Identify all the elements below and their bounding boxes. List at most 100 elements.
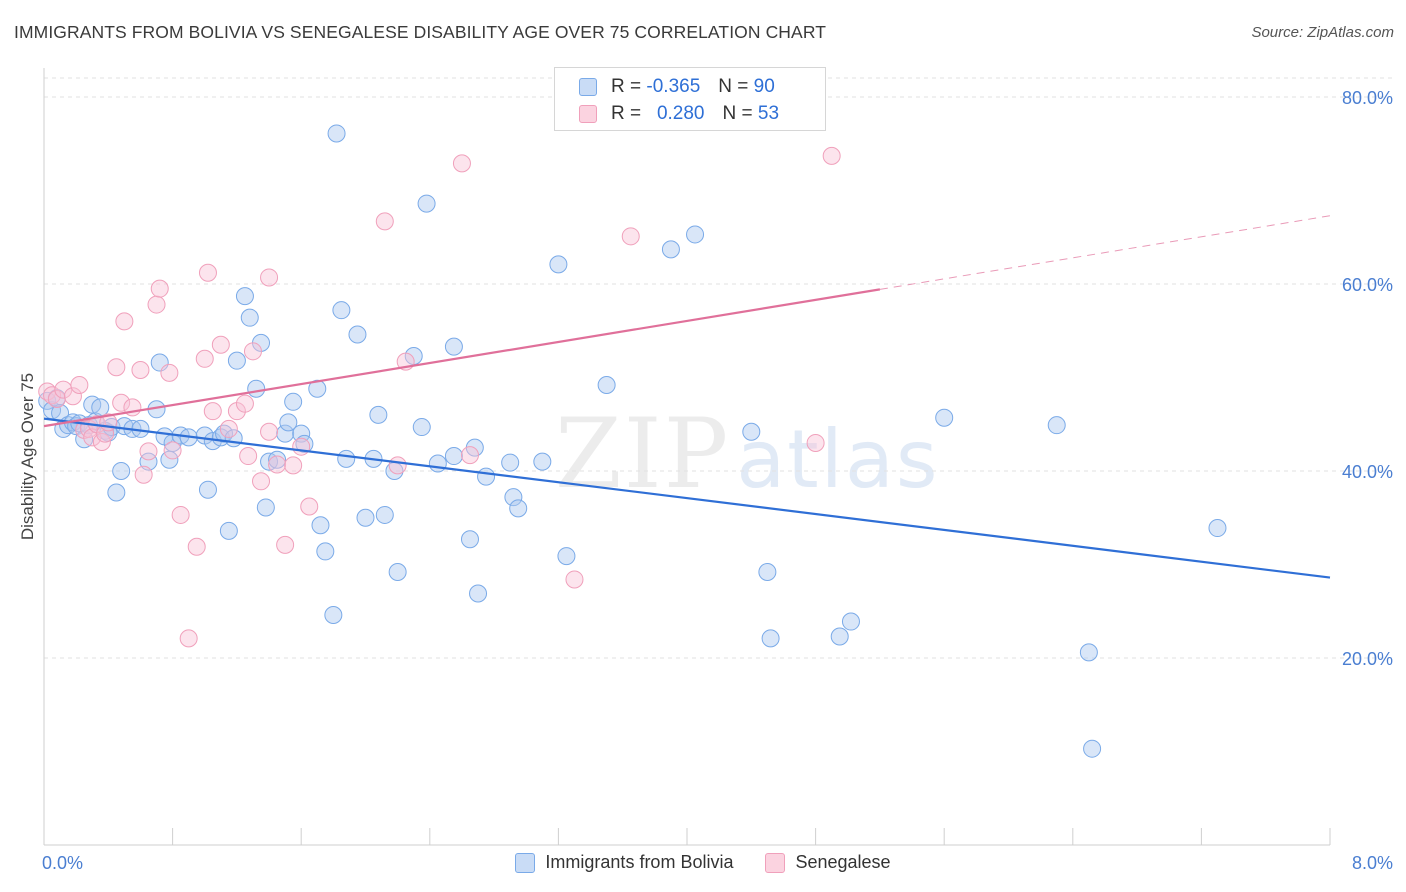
- legend-r-label: R =: [611, 103, 642, 124]
- correlation-legend: R = -0.365 N = 90 R = 0.280 N = 53: [554, 67, 826, 131]
- point-bolivia: [324, 605, 343, 624]
- point-senegalese: [134, 465, 153, 484]
- point-bolivia: [279, 413, 298, 432]
- point-senegalese: [63, 387, 82, 406]
- point-senegalese: [160, 363, 179, 382]
- point-bolivia: [356, 508, 375, 527]
- trend-line-extension-senegalese: [879, 215, 1331, 290]
- point-bolivia: [686, 225, 705, 244]
- point-senegalese: [203, 402, 222, 421]
- point-bolivia: [597, 375, 616, 394]
- point-bolivia: [761, 629, 780, 648]
- point-senegalese: [179, 629, 198, 648]
- point-senegalese: [388, 456, 407, 475]
- watermark-atlas: atlas: [736, 413, 940, 506]
- point-bolivia: [348, 325, 367, 344]
- point-senegalese: [107, 358, 126, 377]
- point-senegalese: [268, 455, 287, 474]
- legend-r-value-senegalese: 0.280: [656, 103, 705, 124]
- point-senegalese: [115, 312, 134, 331]
- point-senegalese: [139, 442, 158, 461]
- point-senegalese: [300, 497, 319, 516]
- point-senegalese: [112, 393, 131, 412]
- legend-n-value-senegalese: 53: [757, 103, 780, 124]
- point-bolivia: [1047, 416, 1066, 435]
- point-bolivia: [276, 424, 295, 443]
- point-bolivia: [316, 542, 335, 561]
- point-bolivia: [509, 499, 528, 518]
- point-bolivia: [504, 488, 523, 507]
- series-legend-senegalese: Senegalese: [765, 852, 891, 873]
- point-bolivia: [661, 240, 680, 259]
- y-axis-label: Disability Age Over 75: [18, 373, 37, 540]
- point-bolivia: [268, 450, 287, 469]
- point-bolivia: [444, 447, 463, 466]
- point-bolivia: [227, 351, 246, 370]
- point-bolivia: [308, 379, 327, 398]
- series-swatch-senegalese: [765, 852, 786, 873]
- point-bolivia: [549, 255, 568, 274]
- point-senegalese: [239, 447, 258, 466]
- point-bolivia: [830, 627, 849, 646]
- point-senegalese: [276, 535, 295, 554]
- point-senegalese: [565, 570, 584, 589]
- legend-r-label: R =: [611, 76, 642, 97]
- point-bolivia: [501, 453, 520, 472]
- point-senegalese: [822, 146, 841, 165]
- point-senegalese: [211, 335, 230, 354]
- point-senegalese: [243, 342, 262, 361]
- point-bolivia: [235, 287, 254, 306]
- point-senegalese: [187, 537, 206, 556]
- point-bolivia: [375, 505, 394, 524]
- legend-n-label: N =: [722, 103, 753, 124]
- point-senegalese: [70, 375, 89, 394]
- point-bolivia: [841, 612, 860, 631]
- point-bolivia: [557, 547, 576, 566]
- legend-r-value-bolivia: -0.365: [646, 76, 701, 97]
- legend-row-bolivia: R = -0.365 N = 90: [579, 74, 775, 100]
- point-senegalese: [806, 433, 825, 452]
- trend-line-senegalese: [43, 288, 881, 428]
- point-bolivia: [412, 418, 431, 437]
- point-bolivia: [311, 516, 330, 535]
- point-senegalese: [375, 212, 394, 231]
- point-bolivia: [428, 454, 447, 473]
- series-label-bolivia: Immigrants from Bolivia: [545, 852, 734, 872]
- point-bolivia: [1208, 519, 1227, 538]
- trend-line-bolivia: [43, 417, 1331, 579]
- point-senegalese: [284, 456, 303, 475]
- point-bolivia: [332, 301, 351, 320]
- point-senegalese: [131, 361, 150, 380]
- point-bolivia: [1083, 739, 1102, 758]
- point-senegalese: [452, 154, 471, 173]
- point-senegalese: [260, 268, 279, 287]
- point-senegalese: [198, 263, 217, 282]
- x-tick-label-min: 0.0%: [42, 853, 83, 873]
- point-senegalese: [195, 349, 214, 368]
- point-bolivia: [477, 467, 496, 486]
- y-tick-label: 20.0%: [1342, 649, 1393, 669]
- point-bolivia: [247, 379, 266, 398]
- point-bolivia: [240, 308, 259, 327]
- point-bolivia: [369, 405, 388, 424]
- point-bolivia: [533, 452, 552, 471]
- series-label-senegalese: Senegalese: [795, 852, 891, 872]
- point-bolivia: [417, 194, 436, 213]
- point-bolivia: [198, 480, 217, 499]
- point-bolivia: [337, 449, 356, 468]
- point-bolivia: [935, 408, 954, 427]
- point-senegalese: [252, 472, 271, 491]
- point-bolivia: [107, 483, 126, 502]
- point-bolivia: [256, 498, 275, 517]
- series-swatch-bolivia: [515, 852, 536, 873]
- series-legend-bolivia: Immigrants from Bolivia: [515, 852, 733, 873]
- point-senegalese: [219, 419, 238, 438]
- point-senegalese: [150, 279, 169, 298]
- legend-row-senegalese: R = 0.280 N = 53: [579, 101, 779, 127]
- watermark-zip: ZIP: [555, 398, 731, 510]
- point-senegalese: [147, 295, 166, 314]
- point-bolivia: [1079, 643, 1098, 662]
- point-bolivia: [91, 398, 110, 417]
- chart-source: Source: ZipAtlas.com: [1251, 24, 1394, 41]
